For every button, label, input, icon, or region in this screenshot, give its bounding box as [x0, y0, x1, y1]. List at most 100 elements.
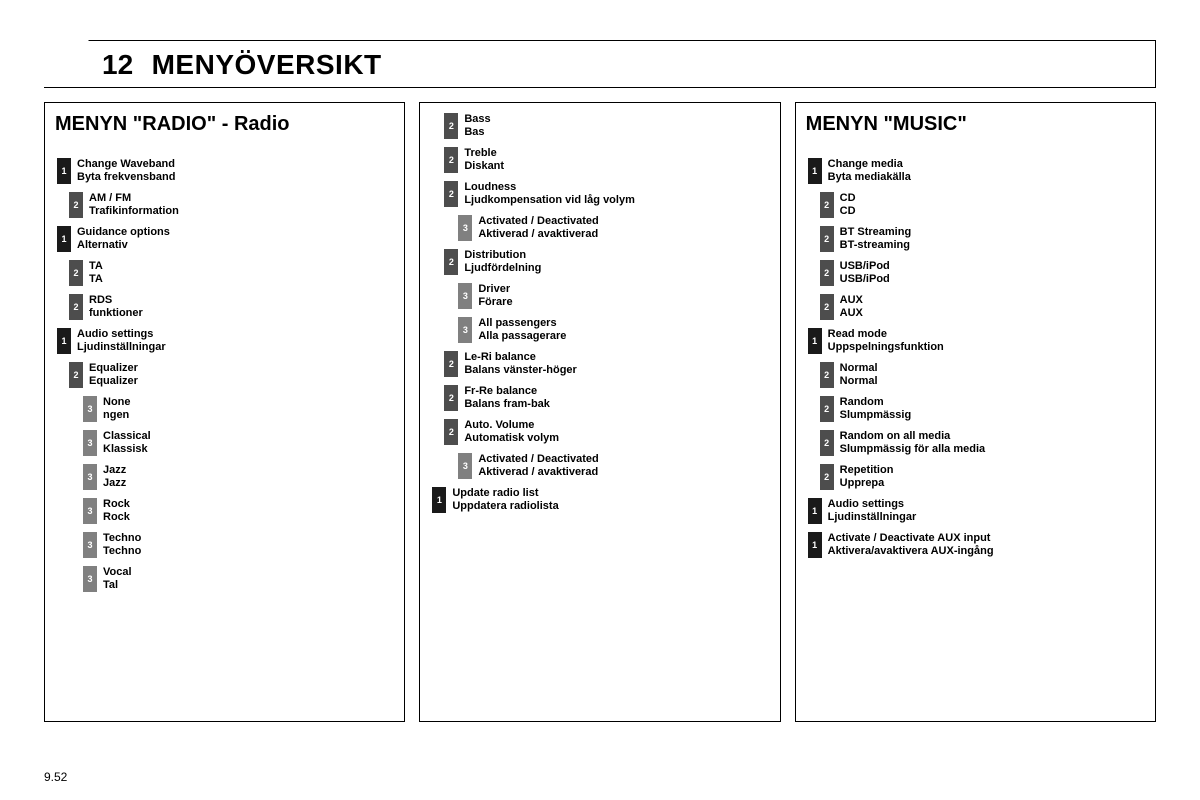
item-label-en: Classical — [103, 430, 151, 443]
item-texts: Fr-Re balanceBalans fram-bak — [464, 385, 550, 410]
item-label-en: AUX — [840, 294, 863, 307]
menu-item: 2NormalNormal — [820, 362, 1145, 388]
item-texts: TechnoTechno — [103, 532, 141, 557]
menu-item: 1Change WavebandByta frekvensband — [57, 158, 394, 184]
item-label-en: None — [103, 396, 131, 409]
menu-item: 2 Le-Ri balanceBalans vänster-höger — [444, 351, 769, 377]
item-label-sv: Ljudkompensation vid låg volym — [464, 194, 635, 207]
item-texts: CDCD — [840, 192, 856, 217]
level-badge: 1 — [808, 328, 822, 354]
item-label-sv: Alternativ — [77, 239, 170, 252]
level-badge: 2 — [69, 362, 83, 388]
item-label-sv: funktioner — [89, 307, 143, 320]
item-texts: TATA — [89, 260, 103, 285]
item-label-sv: BT-streaming — [840, 239, 912, 252]
item-texts: Activated / DeactivatedAktiverad / avakt… — [478, 215, 598, 240]
level-badge: 3 — [83, 430, 97, 456]
menu-item: 3Activated / DeactivatedAktiverad / avak… — [458, 215, 769, 241]
item-list: 2BassBas2TrebleDiskant2LoudnessLjudkompe… — [430, 113, 769, 513]
menu-item: 2RDSfunktioner — [69, 294, 394, 320]
level-badge: 3 — [83, 566, 97, 592]
item-label-sv: Uppspelningsfunktion — [828, 341, 944, 354]
menu-item: 2TATA — [69, 260, 394, 286]
level-badge: 2 — [69, 294, 83, 320]
item-texts: RepetitionUpprepa — [840, 464, 894, 489]
menu-item: 1 Read modeUppspelningsfunktion — [808, 328, 1145, 354]
item-texts: USB/iPodUSB/iPod — [840, 260, 890, 285]
menu-item: 3JazzJazz — [83, 464, 394, 490]
item-texts: Change mediaByta mediakälla — [828, 158, 911, 183]
item-texts: DistributionLjudfördelning — [464, 249, 541, 274]
menu-item: 2AUXAUX — [820, 294, 1145, 320]
item-label-sv: Tal — [103, 579, 132, 592]
item-label-sv: Ljudinställningar — [828, 511, 917, 524]
item-label-en: Loudness — [464, 181, 635, 194]
item-texts: Nonengen — [103, 396, 131, 421]
chapter-number: 12 — [102, 49, 133, 80]
item-label-sv: Balans vänster-höger — [464, 364, 576, 377]
column-title: MENYN "RADIO" - Radio — [55, 113, 394, 136]
item-texts: AM / FMTrafikinformation — [89, 192, 179, 217]
menu-item: 1Activate / Deactivate AUX inputAktivera… — [808, 532, 1145, 558]
level-badge: 2 — [444, 147, 458, 173]
menu-column: 2BassBas2TrebleDiskant2LoudnessLjudkompe… — [419, 102, 780, 722]
menu-item: 3RockRock — [83, 498, 394, 524]
item-label-en: Activate / Deactivate AUX input — [828, 532, 994, 545]
item-label-sv: Ljudfördelning — [464, 262, 541, 275]
item-label-sv: Aktiverad / avaktiverad — [478, 466, 598, 479]
menu-item: 2BassBas — [444, 113, 769, 139]
menu-item: 2 CDCD — [820, 192, 1145, 218]
item-texts: Audio settingsLjudinställningar — [828, 498, 917, 523]
item-label-en: Guidance options — [77, 226, 170, 239]
level-badge: 1 — [57, 328, 71, 354]
item-texts: All passengersAlla passagerare — [478, 317, 566, 342]
item-label-en: Audio settings — [828, 498, 917, 511]
level-badge: 2 — [444, 385, 458, 411]
level-badge: 3 — [83, 532, 97, 558]
item-label-en: Random on all media — [840, 430, 986, 443]
item-label-en: Bass — [464, 113, 490, 126]
item-label-en: Random — [840, 396, 912, 409]
item-label-en: Normal — [840, 362, 878, 375]
item-label-en: Read mode — [828, 328, 944, 341]
menu-item: 2TrebleDiskant — [444, 147, 769, 173]
item-list: 1Change WavebandByta frekvensband 2 AM / F… — [55, 158, 394, 592]
level-badge: 2 — [820, 192, 834, 218]
item-label-en: All passengers — [478, 317, 566, 330]
item-list: 1Change mediaByta mediakälla2CDCD2BT Str… — [806, 158, 1145, 558]
item-label-en: Activated / Deactivated — [478, 215, 598, 228]
level-badge: 1 — [808, 158, 822, 184]
item-label-sv: USB/iPod — [840, 273, 890, 286]
level-badge: 1 — [808, 532, 822, 558]
item-label-en: CD — [840, 192, 856, 205]
menu-item: 1Update radio listUppdatera radiolista — [432, 487, 769, 513]
item-label-sv: Alla passagerare — [478, 330, 566, 343]
item-texts: RDSfunktioner — [89, 294, 143, 319]
item-label-en: Fr-Re balance — [464, 385, 550, 398]
item-label-sv: CD — [840, 205, 856, 218]
level-badge: 2 — [820, 396, 834, 422]
item-label-sv: Slumpmässig — [840, 409, 912, 422]
item-label-sv: Slumpmässig för alla media — [840, 443, 986, 456]
menu-item: 3ClassicalKlassisk — [83, 430, 394, 456]
item-label-sv: Förare — [478, 296, 512, 309]
item-label-en: Audio settings — [77, 328, 166, 341]
item-label-sv: Byta mediakälla — [828, 171, 911, 184]
menu-item: 3DriverFörare — [458, 283, 769, 309]
chapter-title: MENYÖVERSIKT — [152, 49, 382, 80]
item-label-en: Treble — [464, 147, 504, 160]
item-label-sv: ngen — [103, 409, 131, 422]
level-badge: 2 — [820, 430, 834, 456]
level-badge: 2 — [444, 249, 458, 275]
item-label-en: Distribution — [464, 249, 541, 262]
level-badge: 3 — [458, 283, 472, 309]
item-label-en: Le-Ri balance — [464, 351, 576, 364]
item-label-en: Activated / Deactivated — [478, 453, 598, 466]
item-label-sv: Ljudinställningar — [77, 341, 166, 354]
level-badge: 3 — [83, 464, 97, 490]
level-badge: 2 — [444, 351, 458, 377]
item-label-sv: Balans fram-bak — [464, 398, 550, 411]
item-texts: EqualizerEqualizer — [89, 362, 138, 387]
item-label-en: Auto. Volume — [464, 419, 559, 432]
item-texts: Auto. VolumeAutomatisk volym — [464, 419, 559, 444]
